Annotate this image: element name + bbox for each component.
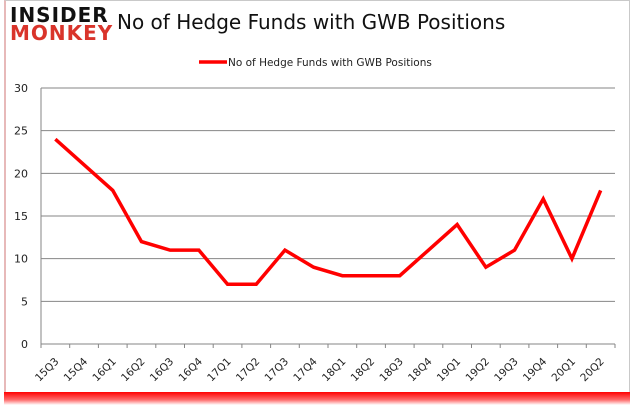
- x-tick-label: 19Q1: [435, 356, 464, 385]
- x-tick-label: 17Q4: [291, 355, 320, 384]
- chart-frame: [4, 0, 630, 394]
- x-tick-label: 20Q2: [578, 356, 607, 385]
- logo-line2: MONKEY: [10, 21, 114, 45]
- series-line: [54, 137, 603, 287]
- y-tick-label: 30: [14, 82, 28, 95]
- logo-line1: INSIDER: [10, 3, 109, 27]
- y-tick-label: 5: [21, 295, 28, 308]
- x-tick-label: 16Q4: [176, 355, 205, 384]
- chart-title: No of Hedge Funds with GWB Positions: [117, 10, 506, 34]
- x-tick-label: 17Q3: [263, 356, 292, 385]
- frame-shadow: [4, 392, 630, 405]
- x-tick-label: 17Q1: [205, 356, 234, 385]
- y-tick-label: 0: [21, 338, 28, 351]
- y-tick-label: 15: [14, 210, 28, 223]
- x-tick-label: 19Q3: [492, 356, 521, 385]
- x-tick-label: 18Q1: [320, 356, 349, 385]
- x-tick-label: 16Q3: [148, 356, 177, 385]
- insider-monkey-logo: INSIDER MONKEY: [10, 3, 114, 45]
- y-tick-label: 20: [14, 167, 28, 180]
- x-tick-label: 19Q2: [463, 356, 492, 385]
- x-tick-label: 19Q4: [521, 355, 550, 384]
- y-tick-label: 10: [14, 253, 28, 266]
- x-tick-label: 20Q1: [550, 356, 579, 385]
- x-tick-label: 18Q2: [349, 356, 378, 385]
- x-tick-label: 15Q4: [62, 355, 91, 384]
- x-tick-label: 16Q1: [90, 356, 119, 385]
- x-tick-label: 17Q2: [234, 356, 263, 385]
- x-tick-label: 18Q3: [377, 356, 406, 385]
- x-tick-label: 16Q2: [119, 356, 148, 385]
- legend-label: No of Hedge Funds with GWB Positions: [228, 57, 432, 69]
- x-tick-label: 15Q3: [33, 356, 62, 385]
- y-tick-label: 25: [14, 125, 28, 138]
- x-tick-label: 18Q4: [406, 355, 435, 384]
